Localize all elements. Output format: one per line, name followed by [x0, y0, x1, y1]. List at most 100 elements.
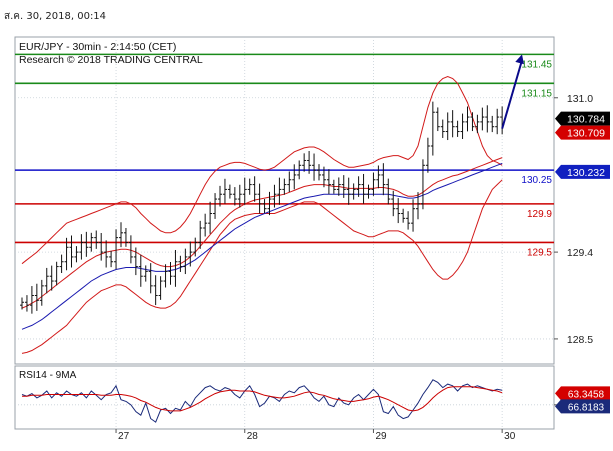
chart-subtitle: Research © 2018 TRADING CENTRAL — [19, 54, 203, 66]
ohlc-bar — [54, 261, 59, 286]
level-label-support: 129.9 — [527, 209, 552, 220]
price-y-axis: 131.0 129.4 128.5 130.784 130.709 130.232 — [554, 93, 610, 346]
level-label-support: 129.5 — [527, 247, 552, 258]
ohlc-bar — [272, 184, 277, 208]
bollinger-upper-line — [21, 75, 503, 265]
ohlc-bar — [183, 248, 188, 275]
price-badge-shape — [555, 111, 610, 126]
ohlc-bar — [420, 159, 425, 210]
ohlc-bar — [242, 177, 247, 205]
ohlc-bar — [29, 286, 34, 314]
ohlc-bar — [475, 114, 480, 134]
ohlc-bar — [321, 166, 326, 188]
price-plot-frame — [14, 36, 555, 365]
ohlc-bar — [153, 275, 158, 306]
price-badge: 130.709 — [555, 125, 610, 140]
ohlc-bar — [123, 227, 128, 247]
rsi-title: RSI14 - 9MA — [19, 370, 77, 381]
bollinger-bands — [21, 75, 503, 354]
ohlc-bar — [331, 179, 336, 194]
ohlc-bar — [480, 107, 485, 131]
rsi-badge-label: 66.8183 — [568, 402, 605, 413]
x-tick-label: 29 — [375, 431, 387, 442]
ohlc-bar — [386, 178, 391, 205]
rsi-badge-shape — [555, 399, 610, 414]
ohlc-bar — [277, 177, 282, 205]
ohlc-bar — [227, 184, 232, 199]
ohlc-bar — [222, 178, 227, 204]
ohlc-bar — [237, 184, 242, 208]
ohlc-bar — [430, 101, 435, 156]
ohlc-bar — [133, 247, 138, 276]
ohlc-bar — [317, 164, 321, 181]
ohlc-bar — [257, 183, 262, 214]
ohlc-bar — [218, 185, 222, 207]
chart-title: EUR/JPY - 30min - 2:14:50 (CET) — [19, 41, 176, 53]
ohlc-bar — [148, 263, 153, 294]
rsi-line — [21, 379, 503, 423]
ohlc-bar — [20, 297, 24, 310]
ohlc-bar — [104, 240, 109, 268]
ohlc-bar — [69, 235, 74, 268]
ohlc-bar — [168, 261, 173, 285]
ohlc-bar — [252, 176, 257, 202]
ohlc-bar — [406, 211, 411, 230]
ohlc-bar — [24, 295, 29, 312]
ohlc-bar — [381, 163, 386, 196]
support-resistance-levels: 131.45 131.15 130.25 129.9 129.5 — [15, 53, 554, 258]
header-timestamp: ส.ค. 30, 2018, 00:14 — [4, 11, 107, 22]
time-x-axis: 27 28 29 30 — [115, 429, 516, 442]
bollinger-lower-line — [21, 179, 503, 354]
ohlc-bar — [341, 175, 346, 198]
ohlc-bar — [267, 191, 272, 216]
ohlc-bar — [371, 172, 376, 196]
ohlc-bar — [74, 246, 79, 263]
ohlc-bar — [391, 190, 396, 217]
ohlc-bar — [326, 169, 331, 195]
price-pane: EUR/JPY - 30min - 2:14:50 (CET) Research… — [14, 36, 610, 365]
ohlc-bar — [297, 160, 302, 180]
rsi-badge: 63.3458 — [555, 386, 610, 401]
ohlc-bar — [445, 112, 450, 141]
ohlc-bar — [356, 176, 361, 197]
price-badge: 130.784 — [555, 111, 610, 126]
forecast-arrow-head — [515, 54, 524, 65]
ohlc-bar — [49, 265, 54, 291]
ohlc-bar — [44, 267, 49, 294]
x-tick-label: 28 — [247, 431, 259, 442]
ohlc-bar — [188, 241, 193, 267]
ohlc-bar — [470, 112, 475, 132]
ohlc-bar — [138, 254, 143, 287]
ohlc-bar — [208, 201, 213, 234]
price-badge-label: 130.709 — [567, 128, 605, 140]
ohlc-bar — [89, 232, 94, 252]
ohlc-bar — [361, 173, 366, 204]
ohlc-bar — [376, 165, 381, 189]
ohlc-bar — [119, 222, 123, 248]
ohlc-bar — [396, 198, 401, 224]
price-badge-shape — [555, 164, 610, 179]
ohlc-bar — [64, 237, 69, 271]
price-badge-label: 130.232 — [567, 167, 605, 179]
ohlc-bar — [198, 220, 203, 249]
ohlc-bar — [178, 255, 183, 272]
bollinger-middle-line — [21, 157, 503, 309]
ohlc-bar — [203, 213, 208, 237]
ohlc-bar — [302, 153, 307, 172]
rsi-badge: 66.8183 — [555, 399, 610, 414]
ohlc-bar — [59, 254, 64, 273]
ohlc-bar — [34, 283, 39, 311]
price-badge-label: 130.784 — [567, 114, 605, 126]
ohlc-bar — [213, 193, 218, 219]
ohlc-bar — [282, 178, 287, 195]
ohlc-bar — [460, 113, 465, 139]
ohlc-bar — [440, 119, 445, 138]
ohlc-bar — [351, 183, 356, 200]
ohlc-bar — [232, 187, 237, 206]
price-badge: 130.232 — [555, 164, 610, 179]
ohlc-bar — [292, 164, 297, 190]
